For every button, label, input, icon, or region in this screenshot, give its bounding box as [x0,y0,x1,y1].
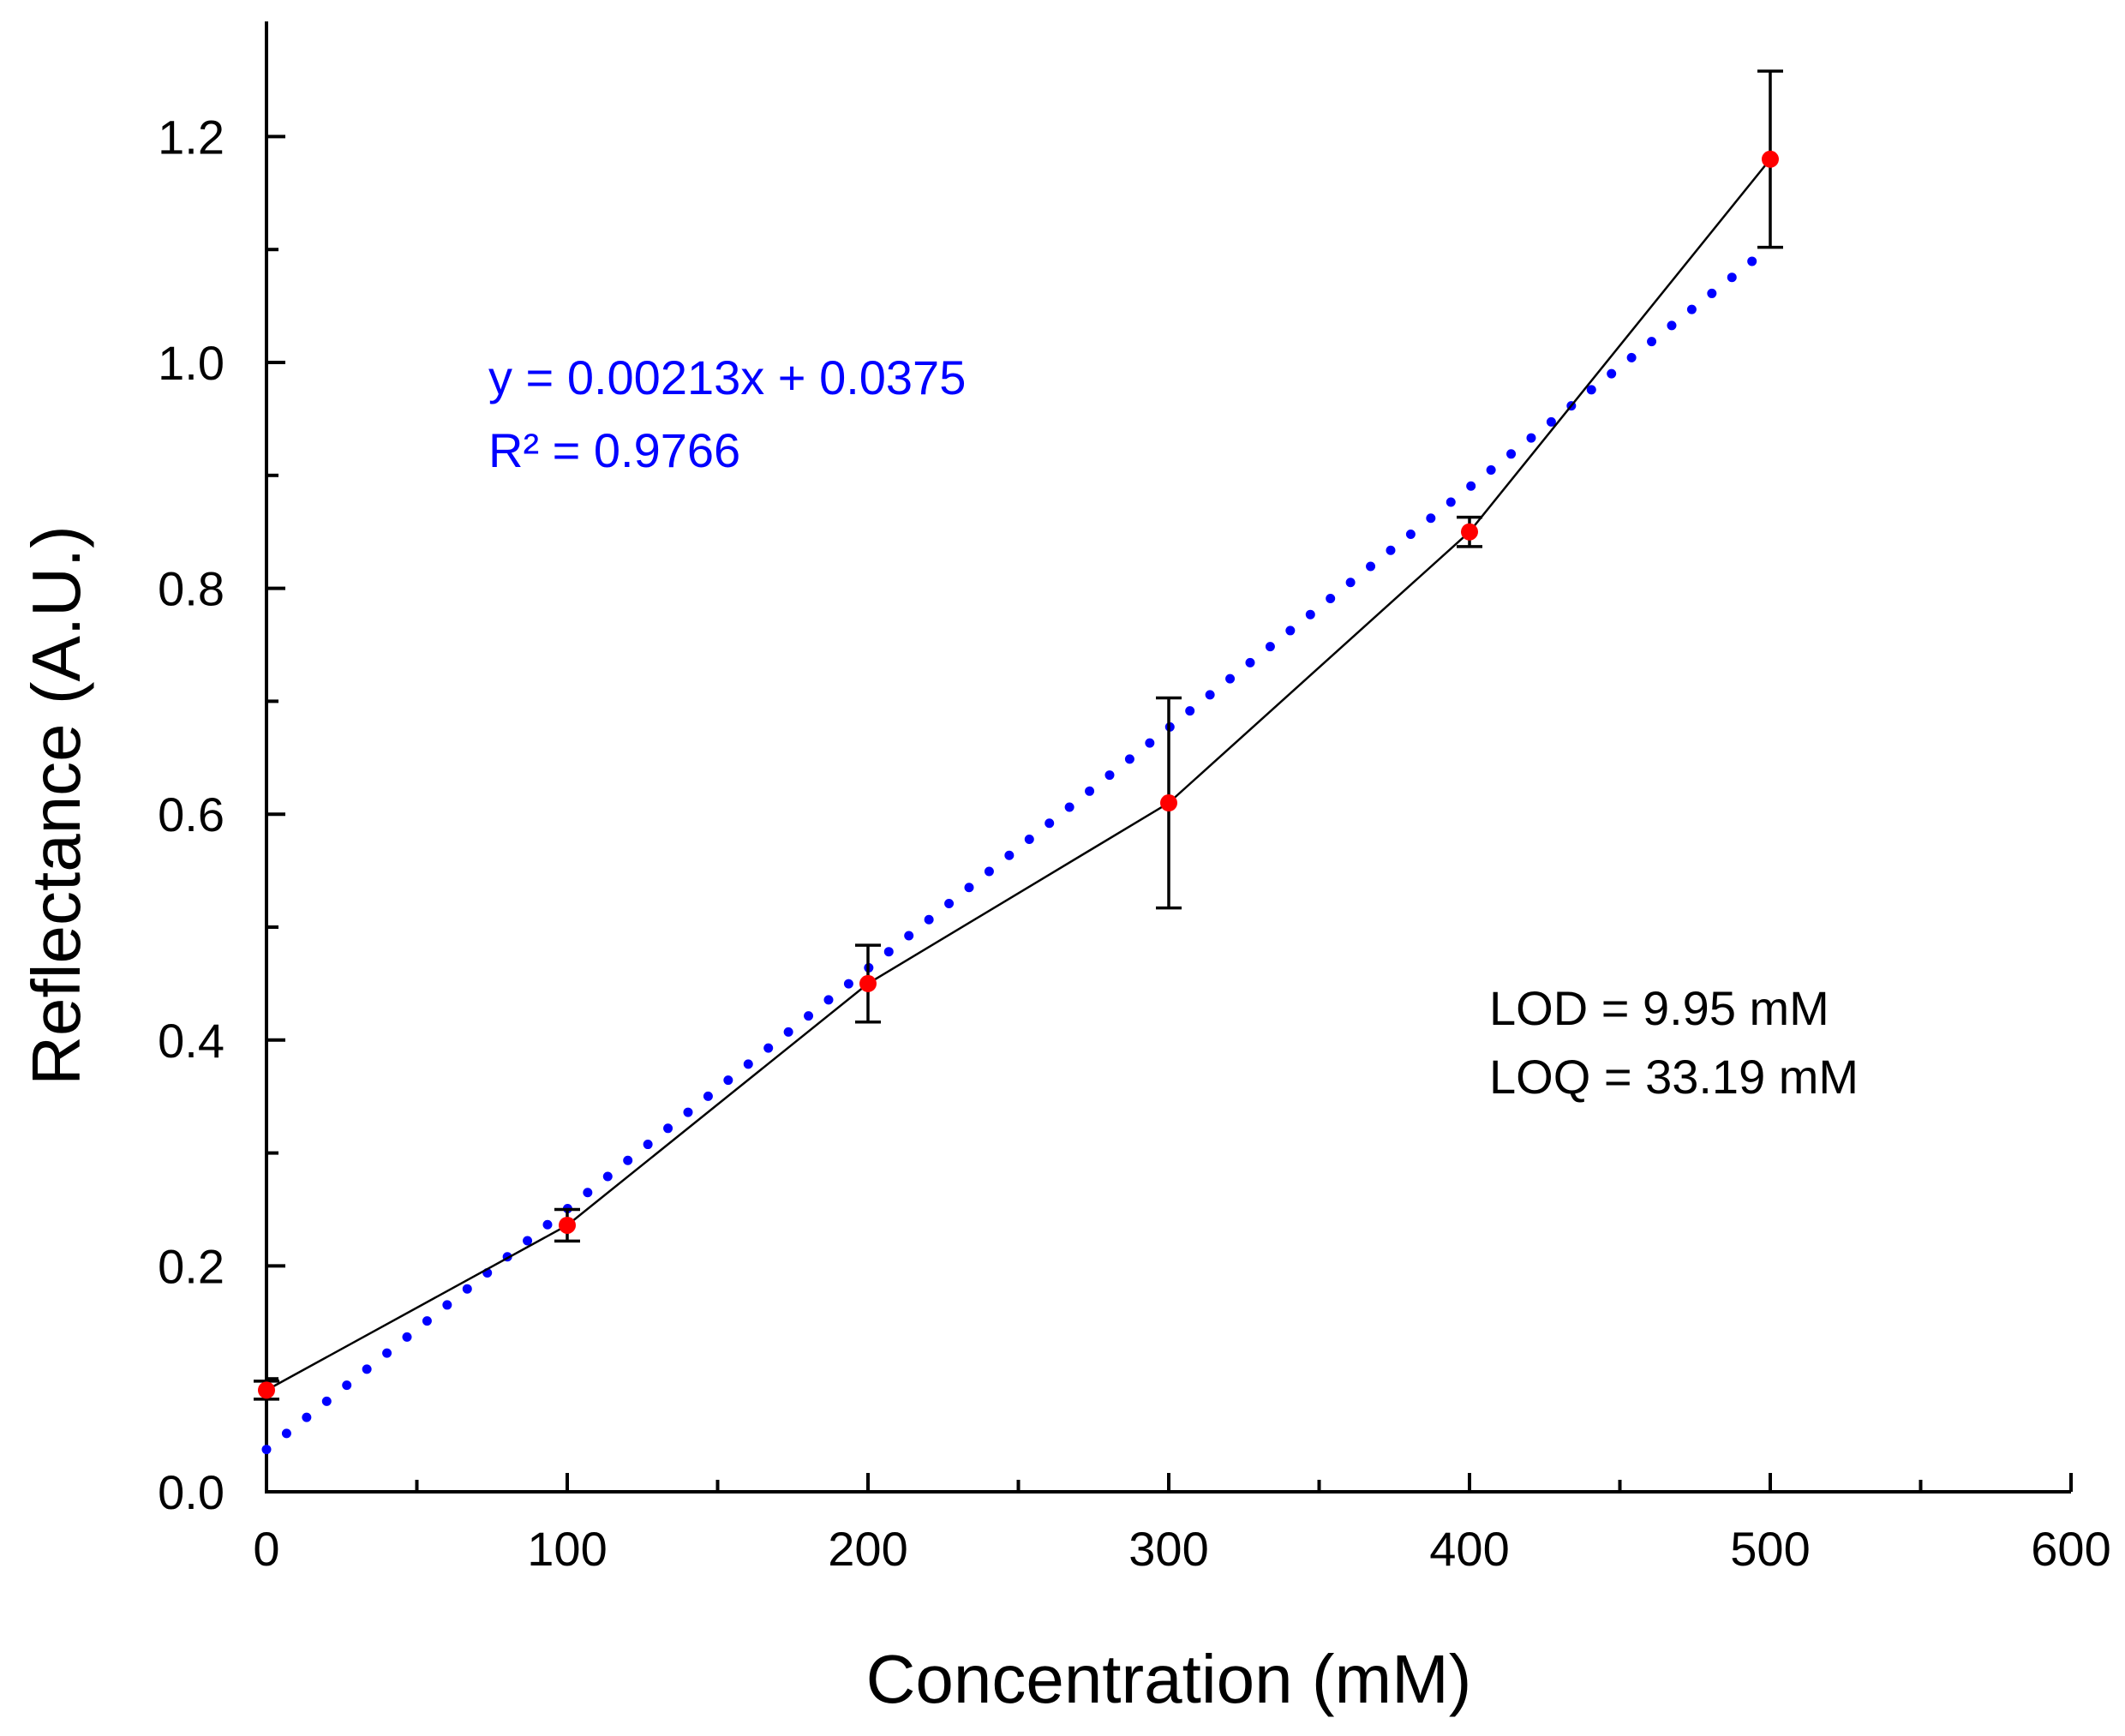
error-bars [254,69,1783,1401]
y-tick-label-0.8: 0.8 [158,562,224,616]
y-tick-label-0.6: 0.6 [158,787,224,841]
x-tick-label-300: 300 [1128,1522,1208,1576]
data-point-0 [258,1381,275,1399]
series-connecting-line [266,158,1771,1392]
x-tick-label-100: 100 [527,1522,607,1576]
data-point-400 [1461,523,1478,541]
axis-ticks [265,135,2073,1494]
y-axis-title: Reflectance (A.U.) [18,525,94,1086]
x-tick-label-400: 400 [1429,1522,1509,1576]
y-tick-label-0.0: 0.0 [158,1465,224,1519]
lod-value: LOD = 9.95 mM [1489,981,1829,1035]
data-points [258,150,1779,1399]
y-tick-label-0.2: 0.2 [158,1239,224,1293]
y-tick-label-1.0: 1.0 [158,336,224,390]
x-axis-title: Concentration (mM) [866,1641,1472,1717]
loq-value: LOQ = 33.19 mM [1489,1050,1859,1104]
limits-annotation: LOD = 9.95 mM LOQ = 33.19 mM [1489,981,1859,1104]
x-tick-label-600: 600 [2031,1522,2110,1576]
x-tick-label-200: 200 [828,1522,907,1576]
x-tick-label-500: 500 [1730,1522,1810,1576]
y-tick-label-0.4: 0.4 [158,1014,224,1068]
r-squared-value: R² = 0.9766 [488,423,740,477]
trendline-equation: y = 0.00213x + 0.0375 [488,350,966,404]
y-tick-label-1.2: 1.2 [158,110,224,164]
x-tick-label-0: 0 [253,1522,279,1576]
data-point-500 [1762,150,1779,168]
equation-annotation: y = 0.00213x + 0.0375 R² = 0.9766 [488,350,966,477]
series-line [266,158,1771,1392]
axis-tick-labels: 0 100 200 300 400 500 600 0.0 0.2 0.4 0.6 0.8 1.0 1.2 [158,110,2111,1576]
data-point-200 [859,974,877,992]
data-point-300 [1160,794,1177,812]
data-point-100 [559,1216,576,1234]
